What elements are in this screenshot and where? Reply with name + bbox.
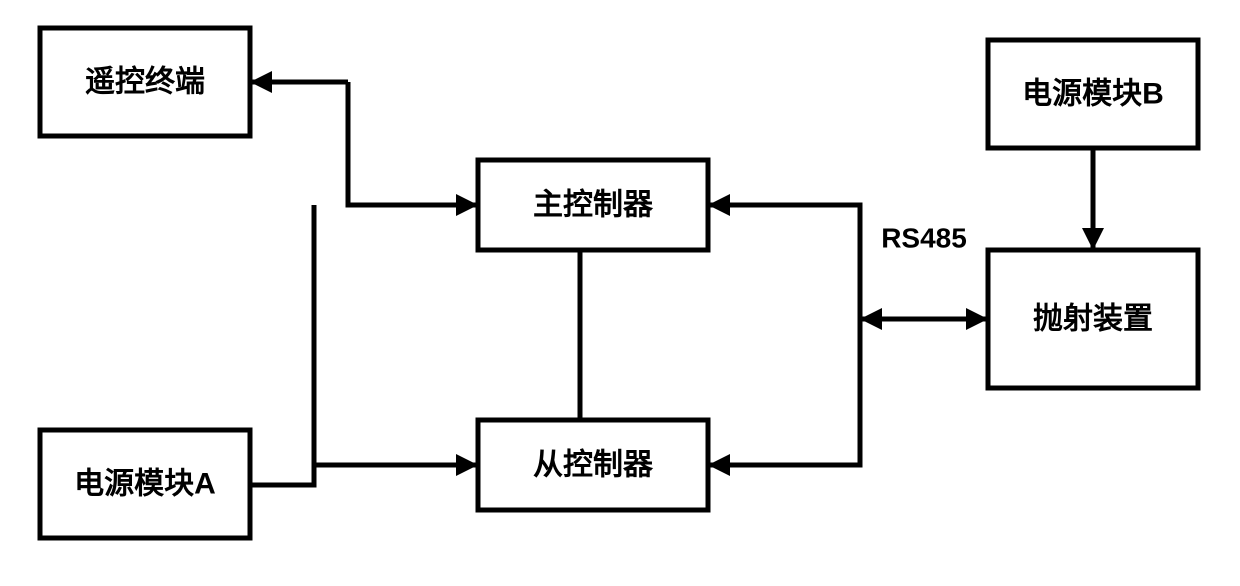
node-label-powerA: 电源模块A (74, 468, 216, 501)
edge (250, 205, 314, 485)
edge (708, 205, 860, 465)
node-label-master: 主控制器 (533, 189, 654, 222)
edge-label: RS485 (881, 223, 967, 254)
node-label-remote: 遥控终端 (85, 66, 205, 99)
node-label-launcher: 抛射装置 (1033, 303, 1153, 336)
node-label-powerB: 电源模块B (1022, 78, 1164, 111)
edge (348, 82, 478, 205)
node-label-slave: 从控制器 (533, 449, 654, 482)
